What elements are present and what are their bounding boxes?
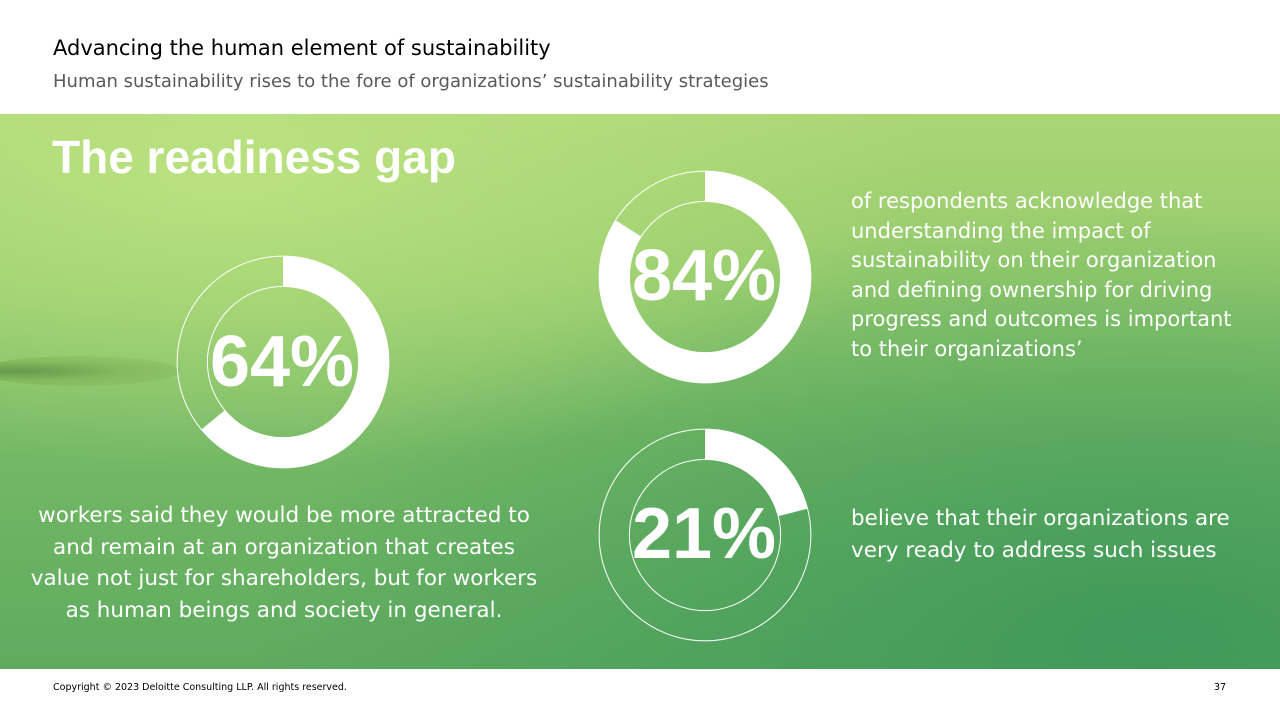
- donut-chart-84: [598, 170, 812, 384]
- green-panel: The readiness gap 64% 84% 21% workers sa…: [0, 114, 1280, 669]
- slide-subtitle: Human sustainability rises to the fore o…: [53, 71, 769, 92]
- donut-value-64: 64%: [209, 322, 355, 402]
- donut-value-84: 84%: [631, 236, 777, 316]
- copyright-notice: Copyright © 2023 Deloitte Consulting LLP…: [53, 682, 347, 693]
- page-number: 37: [1214, 682, 1227, 693]
- leaf-decoration: [0, 356, 180, 386]
- slide-title: Advancing the human element of sustainab…: [53, 36, 551, 60]
- stat-description-21: believe that their organizations are ver…: [851, 506, 1230, 563]
- donut-chart-64: [176, 255, 390, 469]
- donut-filled-segment: [705, 429, 808, 517]
- stat-description-64: workers said they would be more attracte…: [30, 503, 538, 623]
- donut-chart-21: [598, 428, 812, 642]
- stat-description-84: of respondents acknowledge that understa…: [851, 189, 1232, 361]
- panel-title: The readiness gap: [52, 131, 456, 183]
- donut-value-21: 21%: [631, 494, 777, 574]
- donut-filled-segment: [201, 256, 389, 468]
